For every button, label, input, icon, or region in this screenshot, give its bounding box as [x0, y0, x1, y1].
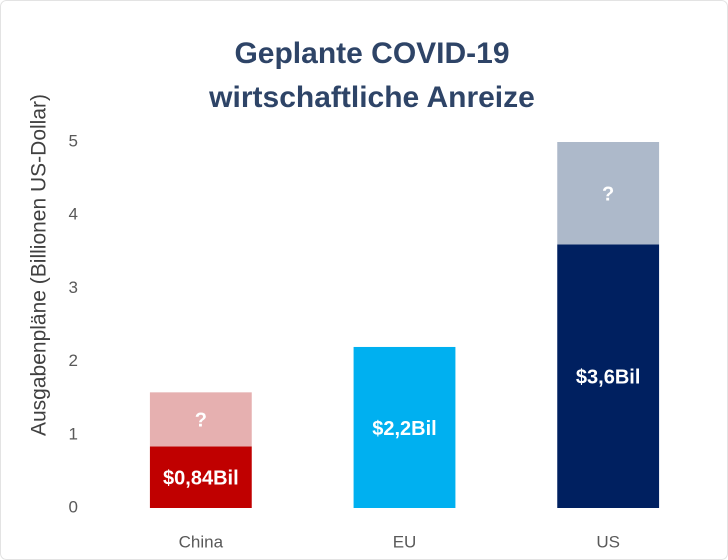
data-label: ? — [195, 410, 207, 432]
y-tick-label: 0 — [69, 497, 78, 516]
data-label: $0,84Bil — [163, 468, 239, 490]
y-tick-label: 5 — [69, 131, 78, 150]
data-label: $3,6Bil — [576, 367, 640, 389]
bar-segment — [353, 346, 456, 508]
bar-segment — [149, 392, 252, 447]
x-tick-label: US — [596, 532, 620, 551]
data-label: ? — [602, 184, 614, 206]
data-label: $2,2Bil — [372, 418, 436, 440]
x-tick-label: China — [179, 532, 224, 551]
bar-segment — [557, 244, 660, 509]
y-axis-title: Ausgabenpläne (Billionen US-Dollar) — [28, 94, 51, 436]
x-tick-label: EU — [393, 532, 417, 551]
bar-segment — [557, 142, 660, 245]
y-tick-label: 4 — [69, 205, 78, 224]
y-tick-label: 1 — [69, 424, 78, 443]
bar-segment — [149, 446, 252, 508]
y-tick-label: 2 — [69, 351, 78, 370]
y-tick-label: 3 — [69, 278, 78, 297]
chart-title: Geplante COVID-19 wirtschaftliche Anreiz… — [209, 37, 535, 114]
